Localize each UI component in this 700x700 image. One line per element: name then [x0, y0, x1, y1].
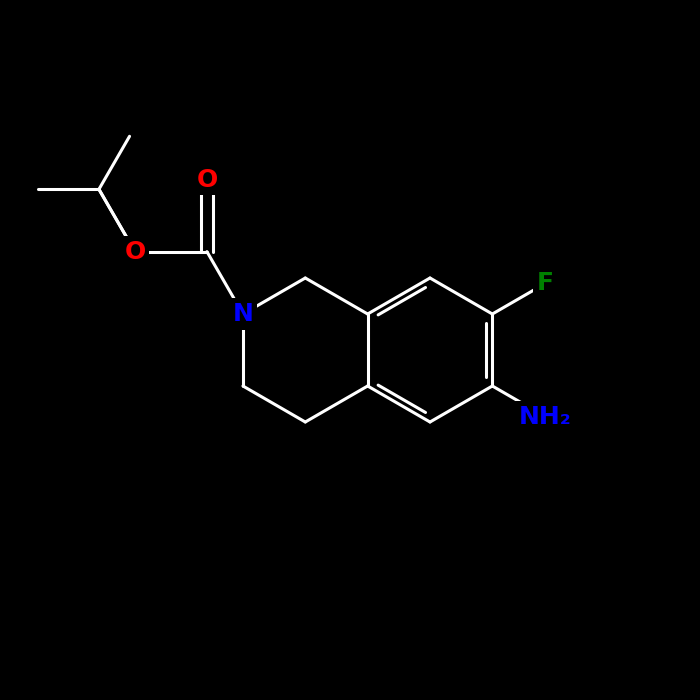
Text: NH₂: NH₂: [519, 405, 572, 428]
Text: N: N: [232, 302, 253, 326]
Text: O: O: [125, 239, 146, 264]
Text: F: F: [537, 272, 554, 295]
Text: O: O: [196, 167, 218, 192]
